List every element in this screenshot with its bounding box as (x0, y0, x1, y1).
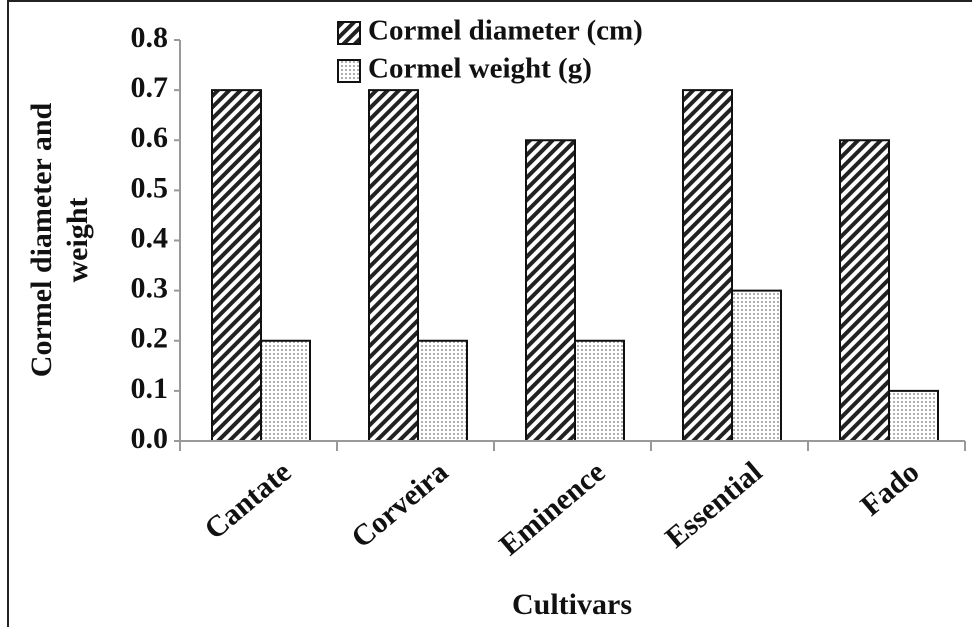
legend-swatch (337, 21, 361, 45)
legend-label: Cormel diameter (cm) (368, 15, 643, 47)
x-tick-label: Fado (854, 455, 925, 522)
bar (525, 139, 576, 442)
bar (260, 339, 311, 442)
x-tick-label: Essential (659, 455, 768, 554)
y-axis-label: weight (61, 198, 94, 283)
y-tick-label: 0.8 (131, 21, 169, 54)
bar (682, 89, 733, 442)
y-tick-label: 0.1 (131, 372, 169, 405)
y-tick-label: 0.7 (131, 71, 169, 104)
legend-swatch (337, 59, 361, 83)
frame (7, 0, 972, 627)
bar (368, 89, 419, 442)
legend-label: Cormel weight (g) (368, 53, 592, 85)
bar (417, 339, 468, 442)
bar (731, 289, 782, 442)
bar (574, 339, 625, 442)
x-tick-label: Eminence (493, 455, 611, 562)
y-tick-label: 0.6 (131, 121, 169, 154)
y-tick-label: 0.3 (131, 272, 169, 305)
bar (839, 139, 890, 442)
x-tick-label: Corveira (345, 455, 454, 554)
bar (888, 389, 939, 442)
y-tick-label: 0.4 (131, 221, 169, 254)
x-tick-label: Cantate (198, 455, 297, 546)
y-axis-label: Cormel diameter and (25, 102, 58, 377)
bar (211, 89, 262, 442)
y-tick-label: 0.2 (131, 322, 169, 355)
x-axis-label: Cultivars (512, 588, 632, 621)
y-tick-label: 0.0 (131, 422, 169, 455)
y-tick-label: 0.5 (131, 171, 169, 204)
